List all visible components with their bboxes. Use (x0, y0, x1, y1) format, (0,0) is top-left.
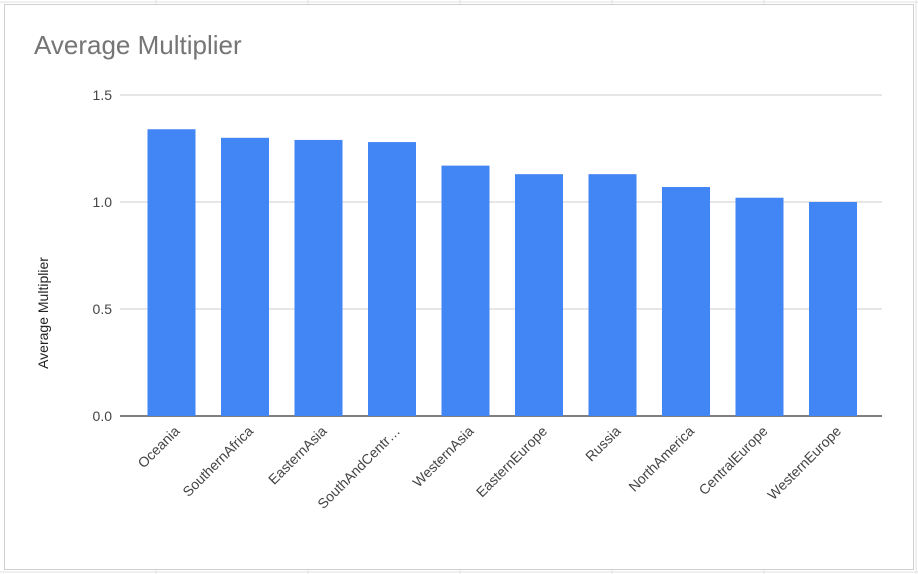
x-tick-label: Oceania (134, 423, 182, 471)
bar (809, 202, 857, 416)
bar (735, 197, 784, 416)
x-tick-label: EasternEurope (473, 423, 551, 501)
y-tick-label: 0.0 (93, 408, 113, 424)
x-tick-label: CentralEurope (695, 423, 770, 498)
bar (662, 187, 710, 416)
x-tick-label: SouthernAfrica (179, 423, 256, 500)
bar (588, 174, 637, 416)
bar (147, 129, 196, 417)
y-tick-label: 0.5 (93, 301, 113, 317)
bar (515, 174, 563, 416)
x-tick-label: Russia (582, 423, 624, 465)
bar (368, 142, 416, 416)
x-tick-label: EasternAsia (265, 423, 330, 488)
y-tick-label: 1.5 (93, 87, 113, 103)
x-tick-label: NorthAmerica (625, 423, 697, 495)
x-tick-label: WesternAsia (409, 423, 476, 490)
y-tick-label: 1.0 (93, 194, 113, 210)
bar (294, 139, 343, 416)
chart-title: Average Multiplier (34, 30, 242, 60)
x-tick-label: WesternEurope (764, 423, 844, 503)
bar (221, 137, 269, 417)
bar (441, 165, 490, 416)
